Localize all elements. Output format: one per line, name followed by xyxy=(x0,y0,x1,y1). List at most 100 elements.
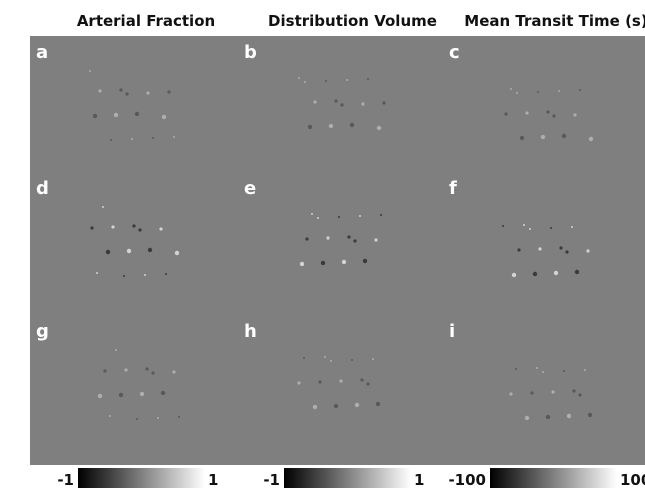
image-speckle xyxy=(572,389,576,393)
image-speckle xyxy=(138,228,142,232)
column-header: Arterial Fraction xyxy=(77,12,215,30)
image-speckle xyxy=(124,368,128,372)
image-speckle xyxy=(523,224,525,226)
image-speckle xyxy=(174,250,180,256)
image-speckle xyxy=(579,89,581,91)
image-speckle xyxy=(353,239,357,243)
image-speckle xyxy=(586,249,590,253)
image-speckle xyxy=(340,103,344,107)
image-speckle xyxy=(145,367,149,371)
image-speckle xyxy=(359,215,361,217)
colorbar-min: -1 xyxy=(263,471,280,489)
image-speckle xyxy=(519,135,525,141)
image-speckle xyxy=(303,357,305,359)
image-speckle xyxy=(313,100,317,104)
colorbar-max: 1 xyxy=(414,471,424,489)
image-speckle xyxy=(362,258,368,264)
image-speckle xyxy=(538,247,542,251)
image-speckle xyxy=(326,236,330,240)
panel-letter: g xyxy=(36,321,49,342)
colorbar-min: -100 xyxy=(448,471,486,489)
image-speckle xyxy=(338,216,340,218)
image-speckle xyxy=(299,261,305,267)
image-speckle xyxy=(307,124,313,130)
image-speckle xyxy=(172,370,176,374)
colorbar xyxy=(490,468,617,488)
image-speckle xyxy=(298,77,300,79)
image-speckle xyxy=(525,111,529,115)
image-speckle xyxy=(113,112,119,118)
image-speckle xyxy=(509,392,513,396)
image-speckle xyxy=(530,391,534,395)
image-speckle xyxy=(92,113,98,119)
image-speckle xyxy=(367,78,369,80)
image-speckle xyxy=(147,247,153,253)
image-speckle xyxy=(374,238,378,242)
image-speckle xyxy=(571,226,573,228)
image-speckle xyxy=(584,369,586,371)
column-header: Mean Transit Time (s) xyxy=(464,12,645,30)
image-speckle xyxy=(165,273,167,275)
image-speckle xyxy=(119,88,123,92)
image-speckle xyxy=(167,90,171,94)
image-speckle xyxy=(161,114,167,120)
column-header: Distribution Volume xyxy=(268,12,437,30)
image-speckle xyxy=(502,225,504,227)
image-speckle xyxy=(178,416,180,418)
image-speckle xyxy=(542,371,544,373)
panel-letter: e xyxy=(244,178,256,199)
image-speckle xyxy=(334,99,338,103)
image-speckle xyxy=(126,248,132,254)
image-speckle xyxy=(152,137,154,139)
image-speckle xyxy=(553,270,559,276)
image-speckle xyxy=(532,271,538,277)
image-speckle xyxy=(574,269,580,275)
image-speckle xyxy=(540,134,546,140)
image-speckle xyxy=(115,349,117,351)
image-speckle xyxy=(160,390,166,396)
image-speckle xyxy=(516,92,518,94)
image-speckle xyxy=(318,380,322,384)
image-background xyxy=(30,36,645,465)
image-speckle xyxy=(324,356,326,358)
image-speckle xyxy=(146,91,150,95)
image-speckle xyxy=(333,403,339,409)
panel-letter: i xyxy=(449,321,455,342)
image-speckle xyxy=(360,378,364,382)
image-speckle xyxy=(349,122,355,128)
image-speckle xyxy=(558,90,560,92)
image-speckle xyxy=(537,91,539,93)
image-speckle xyxy=(97,393,103,399)
image-speckle xyxy=(151,371,155,375)
image-speckle xyxy=(536,367,538,369)
image-speckle xyxy=(118,392,124,398)
image-speckle xyxy=(139,391,145,397)
image-speckle xyxy=(89,70,91,72)
image-speckle xyxy=(90,226,94,230)
panel-letter: d xyxy=(36,178,49,199)
image-speckle xyxy=(330,360,332,362)
image-speckle xyxy=(545,414,551,420)
image-speckle xyxy=(304,81,306,83)
image-speckle xyxy=(552,114,556,118)
colorbar xyxy=(78,468,205,488)
panel-letter: a xyxy=(36,42,48,63)
image-speckle xyxy=(325,80,327,82)
image-speckle xyxy=(96,272,98,274)
image-speckle xyxy=(566,413,572,419)
image-speckle xyxy=(320,260,326,266)
colorbar-max: 1 xyxy=(208,471,218,489)
image-speckle xyxy=(573,113,577,117)
image-speckle xyxy=(563,370,565,372)
colorbar-max: 100 xyxy=(620,471,645,489)
image-speckle xyxy=(305,237,309,241)
image-speckle xyxy=(588,136,594,142)
image-speckle xyxy=(159,227,163,231)
panel-letter: c xyxy=(449,42,460,63)
image-speckle xyxy=(578,393,582,397)
image-speckle xyxy=(550,227,552,229)
image-speckle xyxy=(517,248,521,252)
image-speckle xyxy=(131,138,133,140)
